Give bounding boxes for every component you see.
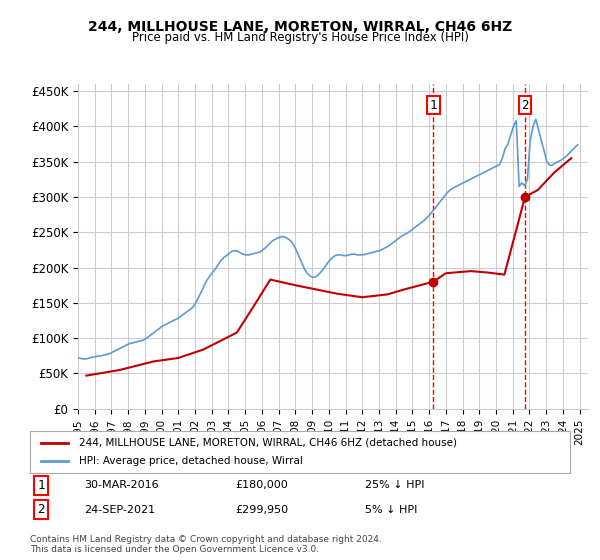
Text: 1: 1 [430,99,437,111]
Text: 244, MILLHOUSE LANE, MORETON, WIRRAL, CH46 6HZ (detached house): 244, MILLHOUSE LANE, MORETON, WIRRAL, CH… [79,438,457,448]
Text: Contains HM Land Registry data © Crown copyright and database right 2024.
This d: Contains HM Land Registry data © Crown c… [30,535,382,554]
Text: 2: 2 [521,99,529,111]
Text: 25% ↓ HPI: 25% ↓ HPI [365,480,424,490]
Text: 24-SEP-2021: 24-SEP-2021 [84,505,155,515]
Text: 30-MAR-2016: 30-MAR-2016 [84,480,158,490]
Text: 1: 1 [37,479,44,492]
Text: 5% ↓ HPI: 5% ↓ HPI [365,505,417,515]
Text: £299,950: £299,950 [235,505,289,515]
Text: £180,000: £180,000 [235,480,288,490]
Text: 2: 2 [37,503,44,516]
Text: Price paid vs. HM Land Registry's House Price Index (HPI): Price paid vs. HM Land Registry's House … [131,31,469,44]
Text: 244, MILLHOUSE LANE, MORETON, WIRRAL, CH46 6HZ: 244, MILLHOUSE LANE, MORETON, WIRRAL, CH… [88,20,512,34]
Text: HPI: Average price, detached house, Wirral: HPI: Average price, detached house, Wirr… [79,456,302,466]
